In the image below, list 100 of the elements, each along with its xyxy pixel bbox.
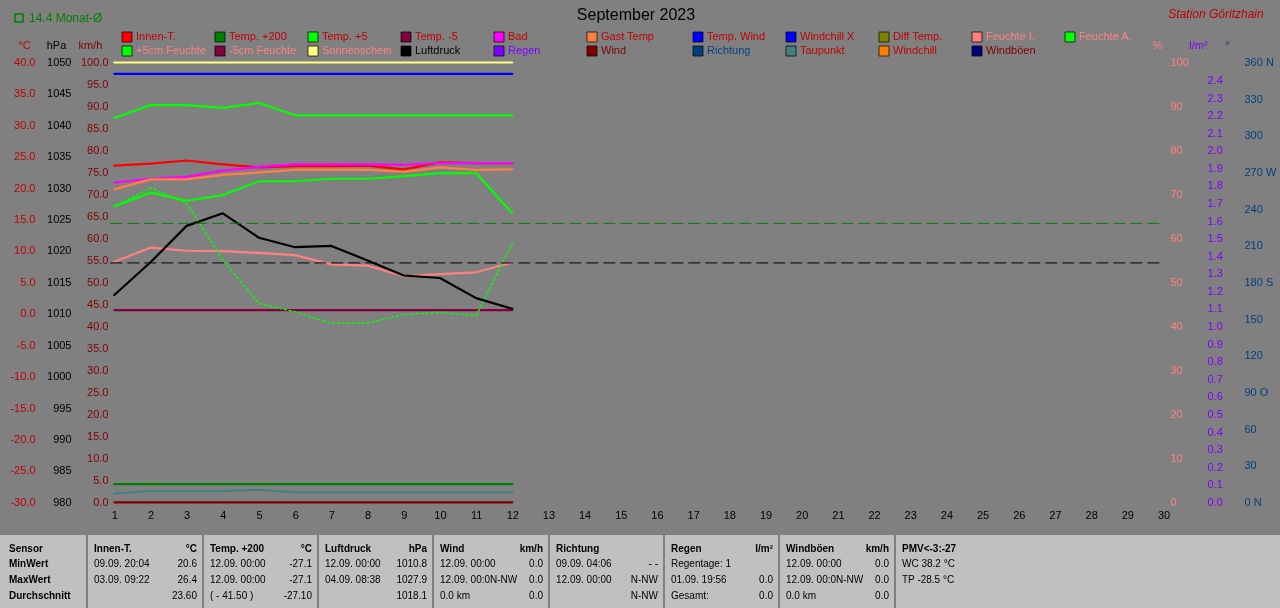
x-tick-label: 16 (651, 508, 664, 521)
y3-tick-label: 30 (1170, 363, 1183, 376)
x-tick-label: 2 (147, 508, 155, 521)
y2-tick-label: 0.2 (1207, 460, 1223, 473)
y-tick-label: 35.0 (14, 87, 36, 100)
y3-tick-label: 120 (1244, 349, 1263, 362)
text: 09.09. 04:06 (556, 558, 613, 569)
y2-tick-label: 1050 (47, 56, 72, 68)
y2-tick-label: 1.0 (1207, 320, 1223, 333)
text: Richtung (556, 543, 600, 554)
text: 0.0 (529, 574, 544, 585)
y2-axis-title: hPa (46, 38, 68, 51)
y3-tick-label: 90 (1170, 99, 1183, 112)
text: Durchschnitt (9, 590, 72, 601)
y3-tick-label: 100 (1170, 56, 1189, 68)
legend-label: Temp. Wind (707, 30, 766, 42)
y2-tick-label: 1040 (47, 118, 72, 131)
y2-tick-label: 1.6 (1207, 214, 1223, 227)
y2-tick-label: 985 (53, 464, 72, 477)
text: 0.0 (875, 590, 890, 601)
x-tick-label: 1 (111, 508, 118, 521)
text: 0.0 (875, 558, 890, 569)
y-tick-label: 15.0 (87, 429, 109, 442)
legend-label: Feuchte A. (1079, 30, 1132, 42)
legend-label: Sonnenschein (322, 44, 392, 56)
y-tick-label: 0.0 (93, 495, 109, 508)
text: ( - 41.50 ) (210, 590, 254, 601)
legend-label: Richtung (707, 44, 751, 56)
x-tick-label: 12 (506, 508, 519, 521)
y-tick-label: 45.0 (87, 297, 109, 310)
y3-tick-label: 300 (1244, 129, 1263, 142)
legend-label: Gast Temp (601, 30, 654, 42)
y2-tick-label: 1.9 (1207, 161, 1223, 174)
x-tick-label: 8 (364, 508, 372, 521)
legend-label: Bad (508, 30, 528, 42)
line-series (113, 101, 514, 120)
text: 04.09. 08:38 (325, 574, 382, 585)
x-tick-label: 7 (328, 508, 335, 521)
y2-tick-label: 0.8 (1207, 355, 1223, 368)
y-tick-label: 85.0 (87, 121, 109, 134)
y3-tick-label: 0 (1170, 495, 1177, 508)
legend-label: 14.4 Monat-Ø (29, 11, 103, 25)
x-tick-label: 10 (434, 508, 447, 521)
x-tick-label: 29 (1121, 508, 1134, 521)
y3-tick-label: 20 (1170, 407, 1183, 420)
y-tick-label: 15.0 (14, 213, 36, 226)
y-tick-label: 75.0 (87, 165, 109, 178)
y2-tick-label: 2.4 (1207, 74, 1223, 86)
y2-tick-label: 1005 (47, 338, 72, 351)
text: 0.0 km (440, 590, 471, 601)
y2-tick-label: 1.7 (1207, 197, 1223, 210)
y2-tick-label: 1015 (47, 275, 72, 288)
y2-tick-label: 0.5 (1207, 407, 1223, 420)
text: 12.09. 00:00 (210, 574, 267, 585)
y3-tick-label: 0 N (1244, 495, 1262, 508)
y-tick-label: -30.0 (10, 495, 36, 508)
text: 0.0 (875, 574, 890, 585)
text: WC 38.2 °C (902, 558, 955, 569)
x-tick-label: 5 (256, 508, 263, 521)
y-tick-label: 5.0 (20, 275, 36, 288)
y3-tick-label: 60 (1244, 422, 1257, 435)
text: 0.0 (759, 590, 774, 601)
text: 0.0 (759, 574, 774, 585)
legend-label: +5cm Feuchte (136, 44, 207, 56)
y3-tick-label: 70 (1170, 187, 1183, 200)
text: 20.6 (177, 558, 198, 569)
y2-tick-label: 2.3 (1207, 91, 1223, 104)
y2-tick-label: 1025 (47, 213, 72, 226)
y-tick-label: -15.0 (10, 401, 36, 414)
y2-tick-label: 1.4 (1207, 249, 1223, 262)
y-tick-label: 60.0 (87, 231, 109, 244)
x-tick-label: 25 (976, 508, 990, 521)
text: l/m² (755, 543, 774, 554)
text: PMV<-3:-27 (902, 543, 957, 554)
y3-tick-label: 330 (1244, 92, 1263, 105)
y-tick-label: 100.0 (80, 56, 109, 68)
text: - - (648, 558, 658, 569)
text: 23.60 (171, 590, 198, 601)
x-tick-label: 4 (220, 508, 227, 521)
text: -27.1 (289, 574, 313, 585)
text: N-NW (630, 574, 659, 585)
y2-tick-label: 0.3 (1207, 443, 1223, 456)
y-tick-label: 10.0 (87, 451, 109, 464)
y2-tick-label: 1.2 (1207, 284, 1223, 297)
text: Innen-T. (94, 543, 132, 554)
y3-tick-label: 40 (1170, 319, 1183, 332)
y-tick-label: 0.0 (20, 307, 36, 320)
y-tick-label: 30.0 (14, 118, 36, 131)
y3-tick-label: 240 (1244, 202, 1263, 215)
x-tick-label: 24 (940, 508, 954, 521)
legend-label: -5cm Feuchte (229, 44, 297, 56)
text: 1018.1 (396, 590, 428, 601)
y-tick-label: 80.0 (87, 143, 109, 156)
y-tick-label: 70.0 (87, 187, 109, 200)
y-tick-label: 25.0 (14, 150, 36, 163)
y2-tick-label: 1.8 (1207, 179, 1223, 192)
x-tick-label: 22 (868, 508, 881, 521)
text: Regen (671, 543, 702, 554)
y2-tick-label: 0.7 (1207, 372, 1223, 385)
text: -27.10 (283, 590, 313, 601)
